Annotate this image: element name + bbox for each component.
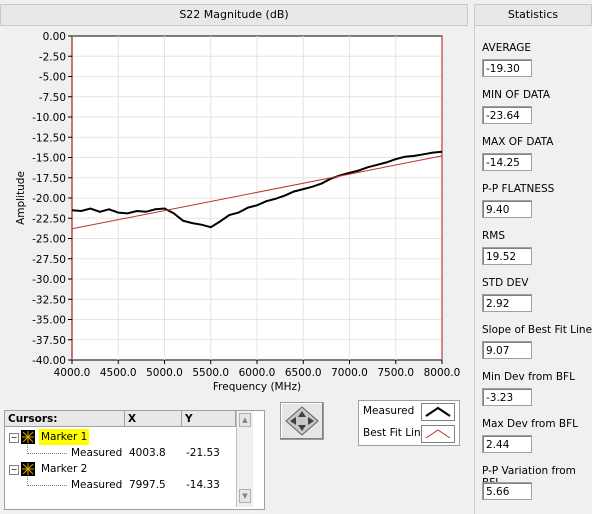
y-axis-label: Amplitude <box>15 171 27 225</box>
y-tick-label: -17.50 <box>32 173 66 185</box>
marker-2-y: -14.33 <box>186 479 220 491</box>
measured-line-icon <box>425 406 451 417</box>
y-tick-label: -20.00 <box>32 193 66 205</box>
tree-connector <box>27 485 67 486</box>
legend-swatch-measured[interactable] <box>421 403 455 421</box>
x-tick-label: 6000.0 <box>239 367 276 379</box>
x-tick-label: 5500.0 <box>192 367 229 379</box>
x-tick-label: 7000.0 <box>331 367 368 379</box>
scroll-up-icon[interactable]: ▲ <box>239 413 251 427</box>
graph-pan-tool-button[interactable] <box>280 402 324 440</box>
plot-legend[interactable]: Measured Best Fit Line <box>358 400 460 446</box>
graph-title: S22 Magnitude (dB) <box>0 4 468 26</box>
x-tick-label: 8000.0 <box>424 367 461 379</box>
series-line-measured <box>71 150 443 229</box>
x-tick-label: 6500.0 <box>285 367 322 379</box>
marker-2-sub: Measured <box>71 479 123 491</box>
stat-value-indicator: 9.07 <box>482 341 532 359</box>
y-tick-label: -10.00 <box>32 112 66 124</box>
pan-diamond-icon <box>285 406 319 436</box>
marker-1-label[interactable]: Marker 1 <box>39 429 90 445</box>
statistics-title: Statistics <box>474 4 592 26</box>
stat-label: MIN OF DATA <box>482 89 551 101</box>
scroll-down-icon[interactable]: ▼ <box>239 489 251 503</box>
tree-collapse-icon[interactable]: − <box>9 465 19 475</box>
y-tick-label: -22.50 <box>32 213 66 225</box>
cursor-table-header-x: X <box>125 411 182 427</box>
stat-value-indicator: -14.25 <box>482 153 532 171</box>
stat-value-indicator: 2.92 <box>482 294 532 312</box>
marker-1-x: 4003.8 <box>129 447 166 459</box>
x-tick-label: 5000.0 <box>146 367 183 379</box>
stat-label: STD DEV <box>482 277 529 289</box>
y-tick-label: 0.00 <box>43 31 66 43</box>
bestfit-line-icon <box>425 429 451 439</box>
cursor-table-scrollbar[interactable]: ▲ ▼ <box>236 411 253 507</box>
stat-label: P-P FLATNESS <box>482 183 555 195</box>
y-tick-label: -35.00 <box>32 315 66 327</box>
marker-1-icon <box>21 430 35 444</box>
stat-value-indicator: 2.44 <box>482 435 532 453</box>
y-tick-label: -25.00 <box>32 234 66 246</box>
marker-2-icon <box>21 462 35 476</box>
stat-value-indicator: -3.23 <box>482 388 532 406</box>
stat-value-indicator: -19.30 <box>482 59 532 77</box>
stat-value-indicator: -23.64 <box>482 106 532 124</box>
marker-1-sub: Measured <box>71 447 123 459</box>
stat-label: Min Dev from BFL <box>482 371 575 383</box>
y-tick-label: -7.50 <box>39 92 66 104</box>
stat-label: Slope of Best Fit Line <box>482 324 592 336</box>
s22-magnitude-chart[interactable]: 0.00 -2.50 -5.00 -7.50 -10.00 -12.50 -15.00 -17… <box>0 26 466 400</box>
stat-value-indicator: 9.40 <box>482 200 532 218</box>
y-tick-label: -5.00 <box>39 72 66 84</box>
tree-connector <box>27 477 28 486</box>
marker-2-label[interactable]: Marker 2 <box>41 463 88 475</box>
cursor-table-header-y: Y <box>182 411 236 427</box>
tree-collapse-icon[interactable]: − <box>9 433 19 443</box>
tree-connector <box>27 445 28 454</box>
y-tick-label: -2.50 <box>39 51 66 63</box>
stat-value-indicator: 5.66 <box>482 482 532 500</box>
y-tick-label: -15.00 <box>32 153 66 165</box>
y-tick-label: -30.00 <box>32 274 66 286</box>
cursors-header-label: Cursors: <box>8 413 58 425</box>
marker-1-y: -21.53 <box>186 447 220 459</box>
statistics-title-text: Statistics <box>507 8 559 21</box>
legend-swatch-bestfit[interactable] <box>421 425 455 443</box>
stat-label: Max Dev from BFL <box>482 418 579 430</box>
y-tick-label: -40.00 <box>32 355 66 367</box>
y-tick-label: -32.50 <box>32 294 66 306</box>
y-tick-label: -37.50 <box>32 335 66 347</box>
series-line-best-fit <box>71 155 443 230</box>
statistics-panel: AVERAGE -19.30 MIN OF DATA -23.64 MAX OF DAT… <box>474 26 592 514</box>
x-tick-label: 4000.0 <box>54 367 91 379</box>
stat-label: MAX OF DATA <box>482 136 554 148</box>
tree-connector <box>27 453 67 454</box>
x-tick-label: 7500.0 <box>377 367 414 379</box>
stat-label: AVERAGE <box>482 42 531 54</box>
x-tick-label: 4500.0 <box>100 367 137 379</box>
legend-label-measured: Measured <box>363 405 415 417</box>
y-tick-label: -27.50 <box>32 254 66 266</box>
legend-label-bestfit: Best Fit Line <box>363 427 428 439</box>
cursors-y-label: Y <box>185 413 193 425</box>
stat-label: RMS <box>482 230 506 242</box>
stat-value-indicator: 19.52 <box>482 247 532 265</box>
x-axis-label: Frequency (MHz) <box>213 381 301 393</box>
cursors-x-label: X <box>128 413 137 425</box>
graph-title-text: S22 Magnitude (dB) <box>179 8 289 21</box>
marker-2-x: 7997.5 <box>129 479 166 491</box>
y-tick-label: -12.50 <box>32 132 66 144</box>
cursor-table-header-name: Cursors: <box>5 411 125 427</box>
cursor-table[interactable]: Cursors: X Y ▲ ▼ − Marker 1 Measured 400… <box>4 410 265 510</box>
